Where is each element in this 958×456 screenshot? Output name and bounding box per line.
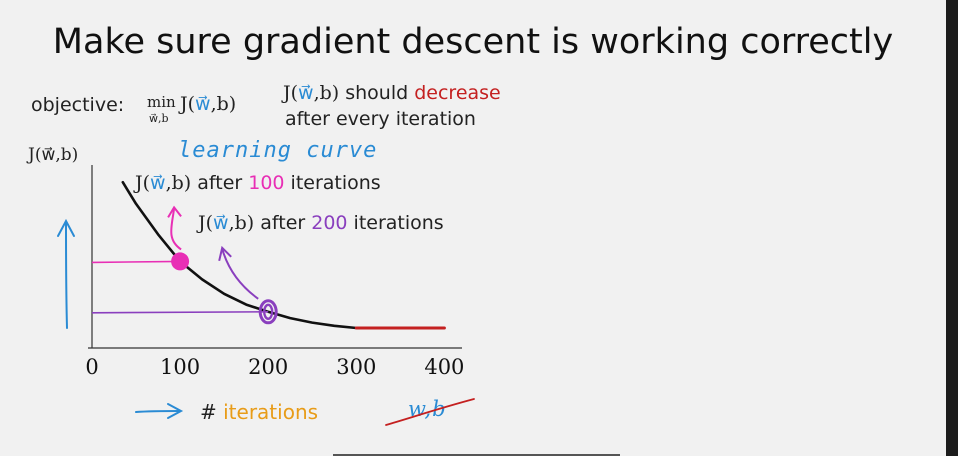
decrease-note-line2: after every iteration [285,108,476,130]
x-tick-label: 400 [424,355,464,379]
guide-line-200 [91,311,269,314]
learning-curve-line [121,180,358,330]
y-axis-label: J(w⃗,b) [28,145,79,165]
pointer-arrow-200 [221,248,259,300]
annotation-200-iterations: J(w⃗,b) after 200 iterations [198,212,444,234]
objective-min-subscript: w⃗,b [149,112,169,125]
slide-title: Make sure gradient descent is working co… [52,22,894,62]
pointer-arrowhead-100 [167,205,182,218]
pointer-arrowhead-200 [218,245,232,262]
marker-100 [171,252,190,271]
x-tick-label: 200 [248,355,288,379]
right-arrow [135,410,181,413]
objective-min: min [147,93,176,111]
strike-through-line [385,398,475,426]
x-tick-label: 300 [336,355,376,379]
decrease-note: J(w⃗,b) should decrease [283,82,501,104]
up-arrowhead [57,218,75,237]
video-progress-bar[interactable] [333,454,620,456]
pointer-arrow-100 [170,208,182,251]
up-arrow [65,221,68,329]
right-arrowhead [167,403,184,419]
marker-200-inner [262,303,274,320]
annotation-100-iterations: J(w⃗,b) after 100 iterations [135,172,381,194]
x-tick-label: 0 [85,355,98,379]
objective-function: J(w⃗,b) [180,93,237,115]
learning-curve-label: learning curve [178,138,378,163]
x-axis-label: # iterations [200,400,319,424]
marker-200 [258,299,278,325]
objective-label: objective: [31,94,125,116]
x-tick-label: 100 [160,355,200,379]
guide-line-100 [91,260,181,264]
